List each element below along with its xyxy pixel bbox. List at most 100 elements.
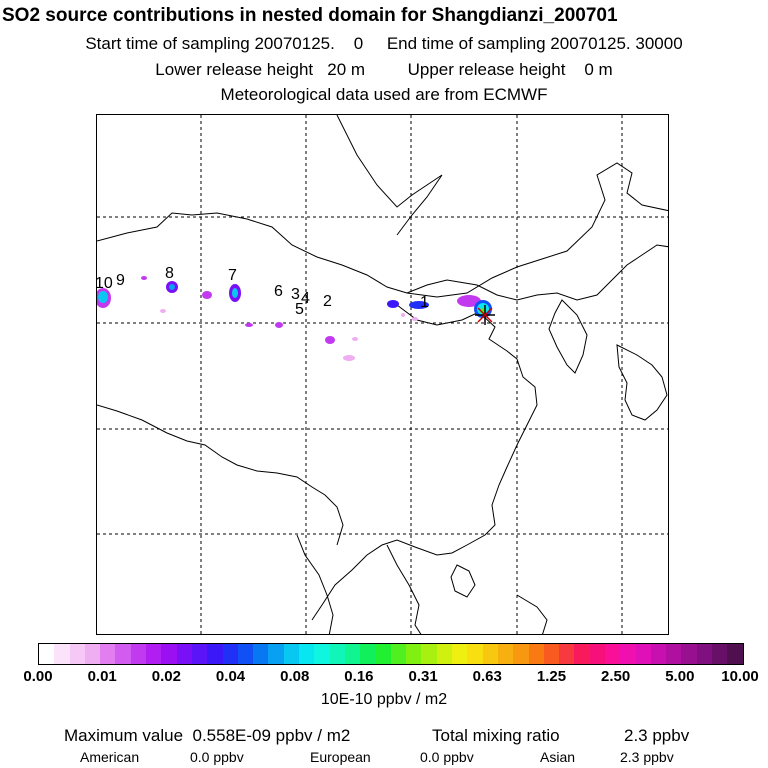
colorbar-segment bbox=[696, 644, 713, 664]
source-label-7: 7 bbox=[228, 267, 237, 284]
colorbar-segment bbox=[375, 644, 391, 664]
inner-border bbox=[396, 304, 478, 326]
american-label: American bbox=[80, 749, 140, 765]
plume-blob bbox=[343, 355, 355, 361]
plume-blob bbox=[325, 336, 335, 344]
plume-blob bbox=[387, 300, 399, 308]
colorbar-segment bbox=[727, 644, 743, 664]
colorbar bbox=[38, 643, 744, 665]
graticule bbox=[97, 115, 668, 634]
colorbar-segment bbox=[635, 644, 651, 664]
european-value: 0.0 ppbv bbox=[420, 749, 474, 765]
colorbar-segment bbox=[650, 644, 667, 664]
colorbar-segment bbox=[482, 644, 498, 664]
plume-blob bbox=[202, 291, 212, 299]
colorbar-segment bbox=[559, 644, 575, 664]
met-data-source: Meteorological data used are from ECMWF bbox=[220, 85, 548, 104]
source-label-3: 3 bbox=[291, 286, 300, 303]
colorbar-segment bbox=[146, 644, 162, 664]
plume-blob bbox=[409, 301, 429, 309]
colorbar-segment bbox=[681, 644, 697, 664]
colorbar-segment bbox=[452, 644, 468, 664]
mongolia-border bbox=[406, 244, 668, 301]
source-labels: 1 2 3 4 5 6 7 8 9 10 bbox=[97, 265, 429, 318]
japan bbox=[616, 344, 668, 421]
colorbar-segment bbox=[497, 644, 514, 664]
colorbar-segment bbox=[604, 644, 621, 664]
plume-blob bbox=[412, 317, 418, 321]
concentration-plume bbox=[97, 276, 492, 361]
total-mixing-stat: Total mixing ratio bbox=[432, 726, 560, 746]
colorbar-tick-label: 0.00 bbox=[23, 668, 53, 685]
taiwan bbox=[450, 564, 476, 598]
max-value: 0.558E-09 ppbv / m2 bbox=[192, 726, 351, 745]
colorbar-segment bbox=[344, 644, 361, 664]
upper-value: 0 m bbox=[584, 60, 613, 79]
colorbar-segment bbox=[54, 644, 70, 664]
colorbar-segment bbox=[207, 644, 223, 664]
colorbar-segment bbox=[222, 644, 238, 664]
station-marker-stroke bbox=[477, 307, 493, 323]
asterisk-station-icon bbox=[475, 305, 495, 325]
plume-blob bbox=[352, 337, 358, 341]
map-svg: 1 2 3 4 5 6 7 8 9 10 bbox=[97, 115, 668, 634]
colorbar-segment bbox=[666, 644, 682, 664]
indochina-east bbox=[386, 544, 422, 634]
max-value-stat: Maximum value 0.558E-09 ppbv / m2 bbox=[64, 726, 350, 746]
colorbar-tick-label: 0.04 bbox=[215, 668, 246, 685]
sampling-times: Start time of sampling 20070125. 0 End t… bbox=[0, 34, 768, 54]
colorbar-segment bbox=[406, 644, 422, 664]
colorbar-segment bbox=[100, 644, 116, 664]
source-label-9: 9 bbox=[116, 272, 125, 289]
plume-blob bbox=[245, 323, 253, 327]
colorbar-tick-label: 0.02 bbox=[151, 668, 181, 685]
colorbar-tick-label: 10.00 bbox=[721, 668, 759, 685]
colorbar-segment bbox=[436, 644, 453, 664]
release-heights: Lower release height 20 m Upper release … bbox=[0, 60, 768, 80]
source-label-10: 10 bbox=[97, 275, 113, 292]
plume-blob bbox=[457, 295, 481, 307]
colorbar-segment bbox=[69, 644, 85, 664]
colorbar-segment bbox=[130, 644, 147, 664]
colorbar-tick-label: 0.08 bbox=[280, 668, 310, 685]
source-label-5: 5 bbox=[295, 301, 304, 318]
northern-border bbox=[97, 162, 668, 298]
colorbar-segment bbox=[574, 644, 590, 664]
colorbar-segment bbox=[176, 644, 192, 664]
colorbar-segment bbox=[84, 644, 101, 664]
map-title: SO2 source contributions in nested domai… bbox=[2, 5, 618, 26]
colorbar-segment bbox=[543, 644, 560, 664]
source-label-6: 6 bbox=[274, 283, 283, 300]
colorbar-segment bbox=[589, 644, 605, 664]
colorbar-segment bbox=[528, 644, 544, 664]
colorbar-tick-label: 0.16 bbox=[344, 668, 374, 685]
asian-value: 2.3 ppbv bbox=[620, 749, 674, 765]
colorbar-tick-label: 0.31 bbox=[408, 668, 438, 685]
colorbar-segment bbox=[620, 644, 636, 664]
colorbar-tick-label: 0.63 bbox=[472, 668, 502, 685]
colorbar-segment bbox=[191, 644, 208, 664]
european-label: European bbox=[310, 749, 371, 765]
map-panel: 1 2 3 4 5 6 7 8 9 10 bbox=[96, 114, 669, 635]
colorbar-segment bbox=[253, 644, 269, 664]
colorbar-segment bbox=[268, 644, 284, 664]
colorbar-tick-label: 0.01 bbox=[87, 668, 117, 685]
colorbar-segment bbox=[467, 644, 483, 664]
colorbar-segment bbox=[161, 644, 177, 664]
colorbar-segment bbox=[314, 644, 330, 664]
colorbar-segment bbox=[390, 644, 407, 664]
plume-blob bbox=[401, 313, 405, 317]
colorbar-units: 10E-10 ppbv / m2 bbox=[320, 691, 448, 708]
upper-label: Upper release height bbox=[407, 60, 566, 79]
colorbar-tick-label: 2.50 bbox=[601, 668, 631, 685]
plume-blob bbox=[160, 309, 166, 313]
colorbar-segment bbox=[360, 644, 376, 664]
colorbar-segment bbox=[283, 644, 300, 664]
colorbar-segment bbox=[421, 644, 437, 664]
philippines bbox=[516, 594, 548, 634]
plume-blob bbox=[232, 288, 238, 298]
lower-label: Lower release height bbox=[155, 60, 314, 79]
plume-blob bbox=[98, 291, 108, 303]
colorbar-segment bbox=[237, 644, 254, 664]
total-label: Total mixing ratio bbox=[432, 726, 560, 745]
